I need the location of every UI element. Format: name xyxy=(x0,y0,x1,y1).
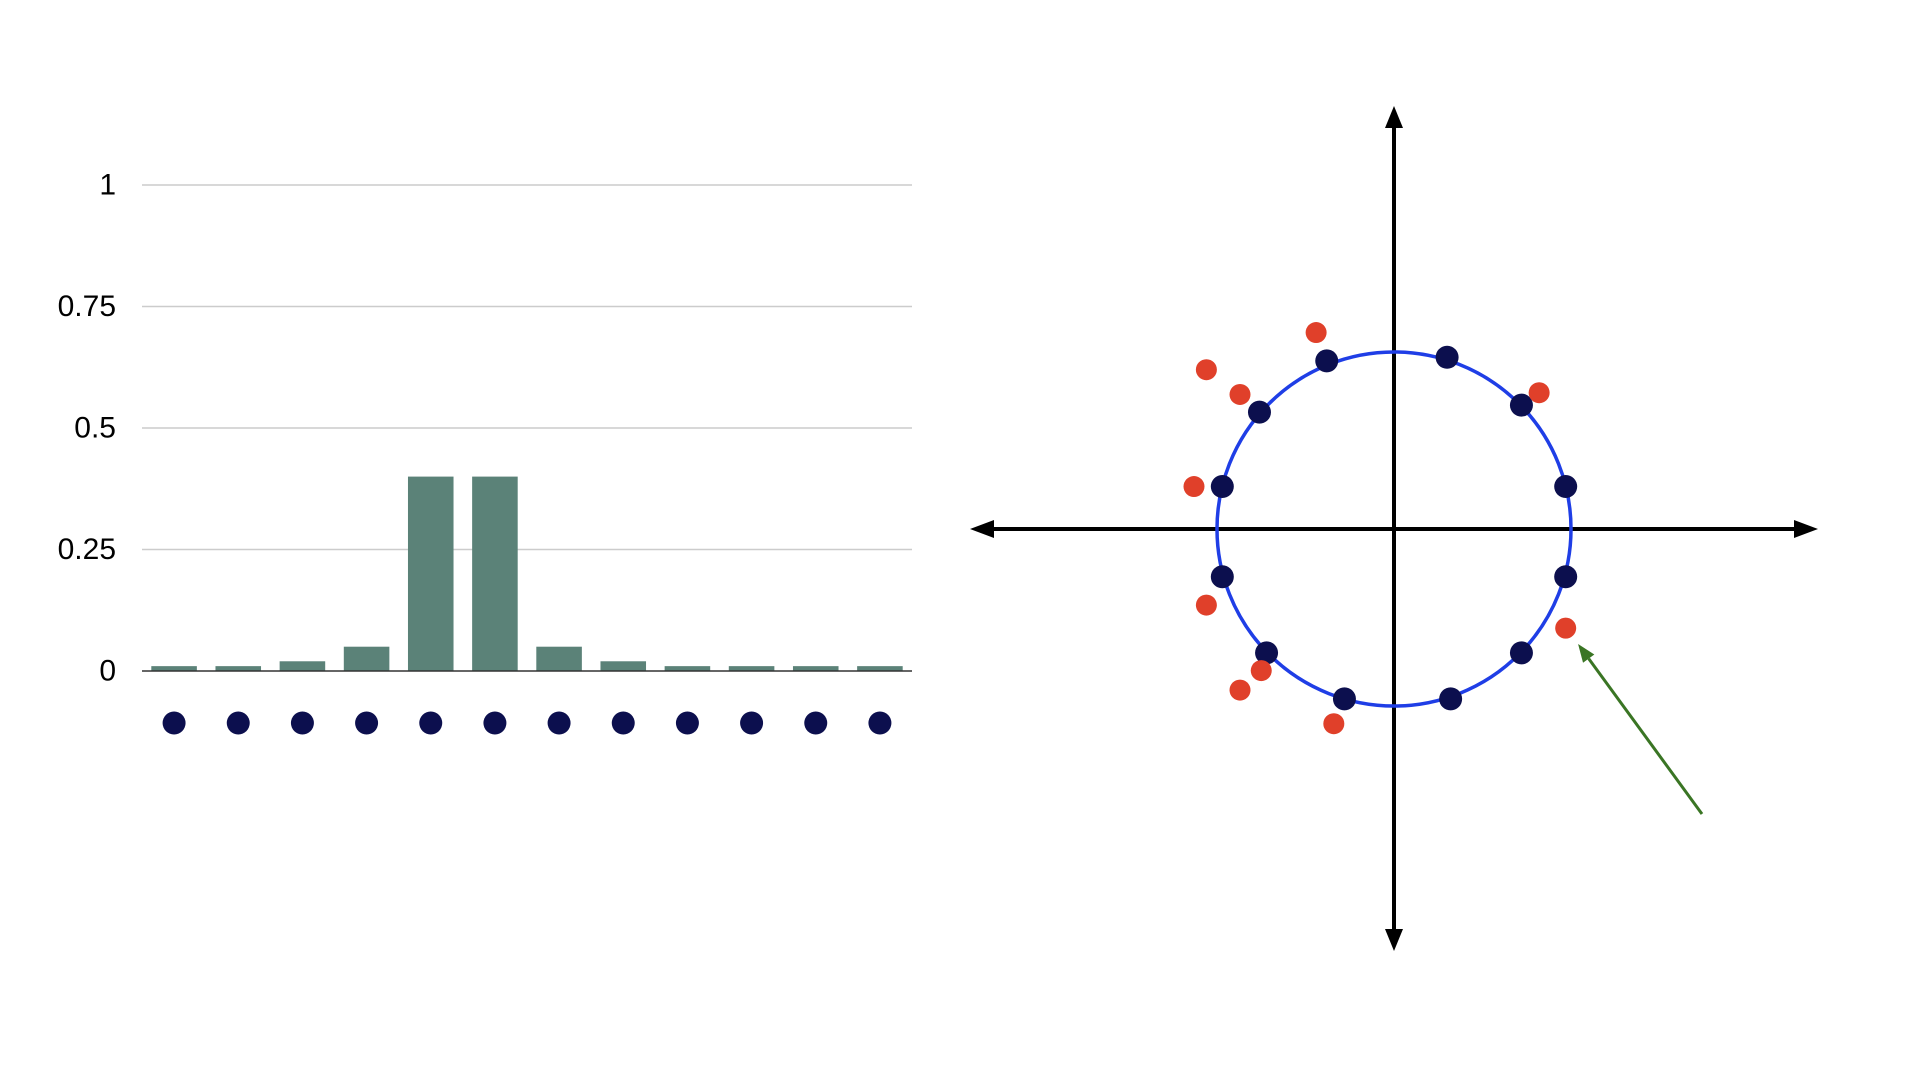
navy-points xyxy=(1210,345,1578,711)
navy-point xyxy=(1332,687,1356,711)
red-point xyxy=(1305,322,1327,344)
x-axis-left-arrowhead xyxy=(970,520,994,538)
navy-point xyxy=(1210,475,1234,499)
navy-point xyxy=(1509,641,1533,665)
category-dot xyxy=(419,711,443,735)
bar xyxy=(343,646,390,671)
axes xyxy=(970,106,1818,951)
bar xyxy=(215,666,262,671)
bar xyxy=(857,666,903,671)
bar xyxy=(792,666,839,671)
bar xyxy=(407,476,454,671)
category-dot xyxy=(226,711,250,735)
bar-chart: 0 0.25 0.5 0.75 1 xyxy=(58,169,912,735)
red-point xyxy=(1323,713,1345,735)
y-tick-label: 0.5 xyxy=(74,412,116,445)
navy-point xyxy=(1315,349,1339,373)
navy-point xyxy=(1509,393,1533,417)
arrow-head xyxy=(1578,644,1595,663)
y-tick-label: 0 xyxy=(99,655,116,688)
category-dot xyxy=(740,711,764,735)
red-points xyxy=(1183,322,1577,735)
red-point xyxy=(1195,594,1217,616)
category-dot xyxy=(547,711,571,735)
red-point xyxy=(1250,660,1272,682)
unit-circle xyxy=(1215,350,1573,708)
bar xyxy=(151,666,197,671)
red-point xyxy=(1195,359,1217,381)
y-axis-tick-labels: 0 0.25 0.5 0.75 1 xyxy=(58,169,116,688)
red-point xyxy=(1555,617,1577,639)
red-point xyxy=(1528,382,1550,404)
category-dot xyxy=(611,711,635,735)
grid-lines xyxy=(142,184,912,551)
category-dot xyxy=(162,711,186,735)
category-dot xyxy=(804,711,828,735)
bars xyxy=(151,476,903,671)
y-tick-label: 0.25 xyxy=(58,533,116,566)
red-point xyxy=(1229,679,1251,701)
x-axis-right-arrowhead xyxy=(1794,520,1818,538)
y-axis-bottom-arrowhead xyxy=(1385,929,1403,951)
navy-point xyxy=(1210,565,1234,589)
bar xyxy=(600,661,647,671)
navy-point xyxy=(1554,565,1578,589)
bar xyxy=(728,666,775,671)
navy-point xyxy=(1554,475,1578,499)
category-dots xyxy=(162,711,892,735)
bar xyxy=(279,661,326,671)
bar xyxy=(536,646,582,671)
arrow-shaft xyxy=(1587,657,1704,815)
category-dot xyxy=(675,711,699,735)
category-dot xyxy=(290,711,314,735)
y-tick-label: 1 xyxy=(99,169,116,202)
annotation-arrow xyxy=(1578,644,1704,815)
navy-point xyxy=(1255,641,1279,665)
category-dot xyxy=(868,711,892,735)
navy-point xyxy=(1435,345,1459,369)
navy-point xyxy=(1439,687,1463,711)
red-point xyxy=(1183,476,1205,498)
navy-point xyxy=(1247,400,1271,424)
unit-circle-chart xyxy=(970,106,1818,951)
y-tick-label: 0.75 xyxy=(58,290,116,323)
bar xyxy=(664,666,711,671)
category-dot xyxy=(483,711,507,735)
y-axis-top-arrowhead xyxy=(1385,106,1403,128)
category-dot xyxy=(355,711,379,735)
bar xyxy=(472,476,518,671)
red-point xyxy=(1229,383,1251,405)
